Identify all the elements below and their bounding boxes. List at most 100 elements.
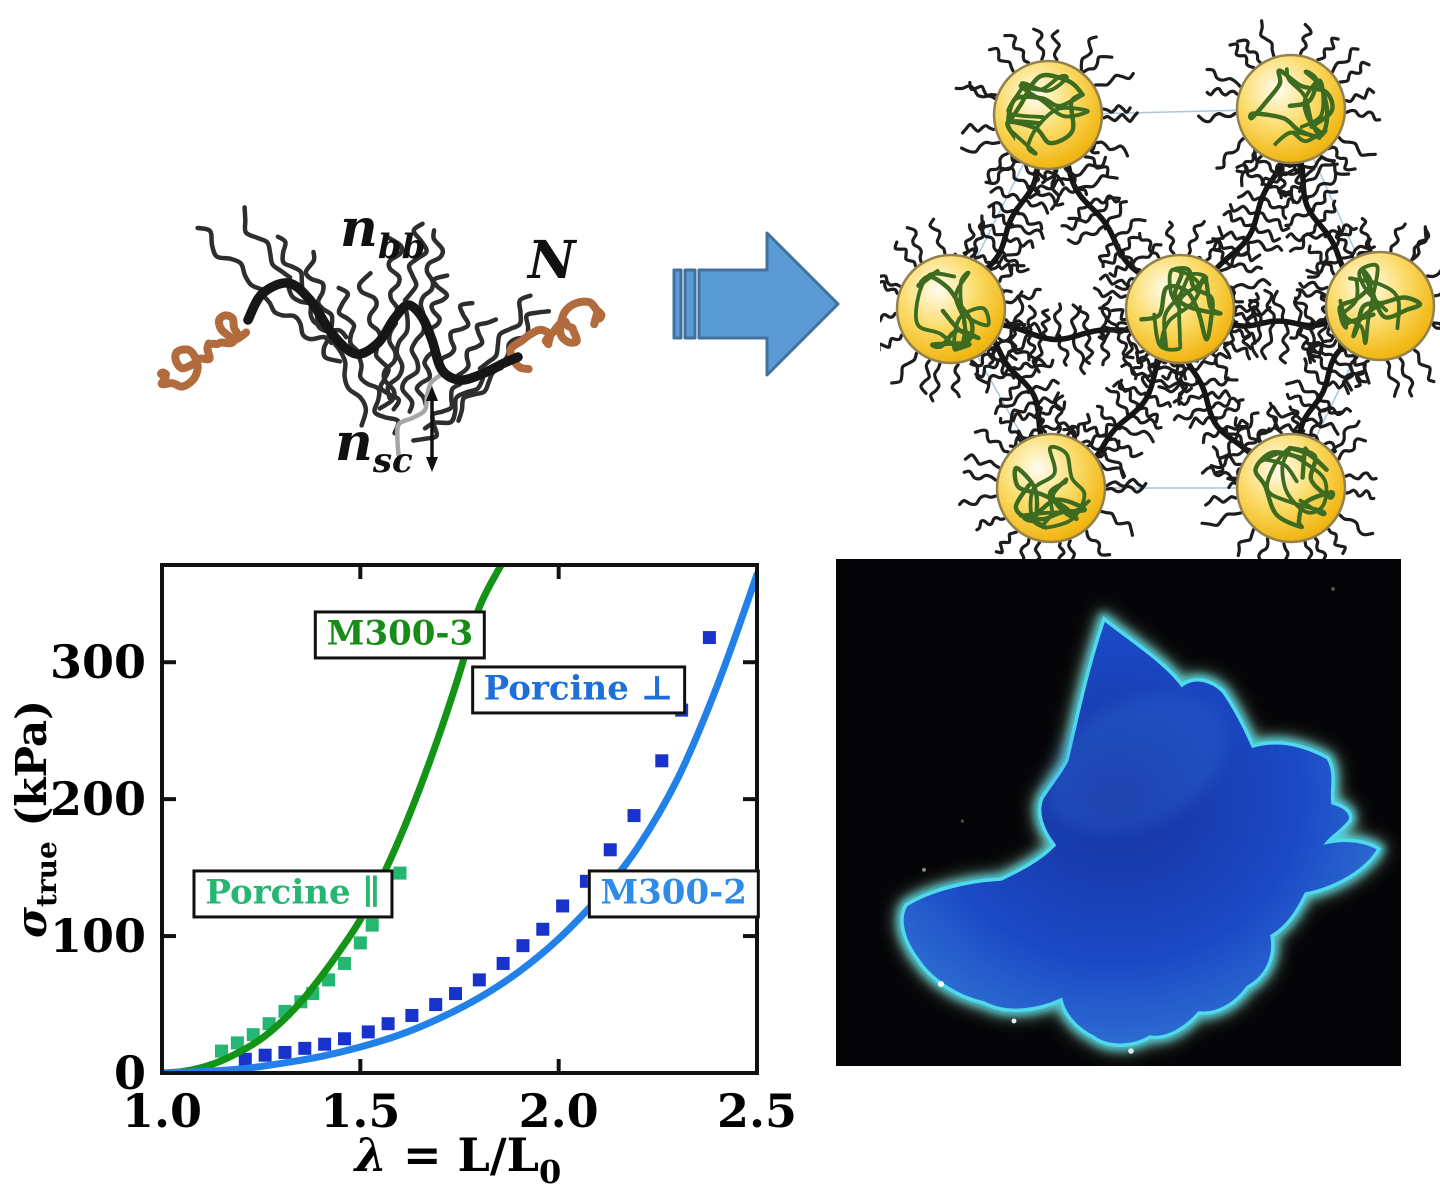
- sphere-halo-hair: [1344, 87, 1376, 104]
- sphere-halo-hair: [1277, 162, 1288, 198]
- sphere-halo-hair: [1219, 241, 1250, 273]
- micelle-core: [1124, 253, 1236, 365]
- data-point: [516, 939, 530, 953]
- sphere-halo-hair: [1200, 465, 1238, 480]
- legend-M300-3: M300-3: [313, 610, 487, 660]
- strand-hair: [1157, 381, 1199, 394]
- sphere-halo-hair: [1410, 225, 1428, 262]
- micelle-core: [995, 432, 1107, 544]
- sphere-halo-hair: [994, 530, 1018, 555]
- sphere-halo-hair: [928, 217, 947, 255]
- side-chain: [377, 320, 399, 411]
- sparkle: [922, 867, 926, 872]
- photo-svg: [836, 559, 1401, 1066]
- data-point: [298, 1041, 312, 1055]
- micelle-sphere: [895, 253, 1007, 365]
- sphere-halo-hair: [1050, 169, 1061, 211]
- sphere-halo-hair: [1341, 355, 1359, 396]
- strand-hair: [1217, 225, 1246, 241]
- sphere-halo-hair: [960, 140, 1001, 154]
- side-chain: [261, 293, 334, 346]
- strand-hair: [1112, 217, 1147, 242]
- data-point: [429, 998, 443, 1012]
- sphere-halo-hair: [1293, 163, 1306, 193]
- strand-hair: [1066, 224, 1106, 246]
- sphere-halo-hair: [968, 80, 998, 97]
- sphere-halo-hair: [1345, 488, 1376, 501]
- sphere-halo-hair: [1204, 494, 1238, 507]
- strand-hair: [995, 249, 1030, 274]
- strand-hair: [1131, 243, 1163, 266]
- sphere-halo-hair: [1433, 292, 1440, 298]
- sphere-halo-hair: [1086, 422, 1115, 448]
- sphere-halo-hair: [1338, 513, 1375, 537]
- side-chain: [414, 342, 436, 408]
- y-tick-label: 300: [50, 635, 146, 689]
- strand-hair: [1009, 401, 1035, 423]
- y-tick-label: 200: [50, 772, 146, 826]
- sphere-halo-hair: [1410, 227, 1431, 262]
- x-tick-label: 2.5: [717, 1084, 797, 1138]
- sphere-halo-hair: [970, 359, 991, 394]
- sphere-halo-hair: [989, 243, 1023, 272]
- sphere-halo-hair: [919, 359, 931, 395]
- x-tick-label: 2.0: [519, 1084, 599, 1138]
- side-chain: [402, 221, 429, 303]
- sphere-halo-hair: [1005, 287, 1042, 305]
- sphere-halo-hair: [1222, 341, 1251, 361]
- strand-hair: [1072, 334, 1086, 376]
- micelle-network-diagram: [880, 15, 1440, 565]
- side-chain: [356, 354, 401, 436]
- sphere-halo-hair: [1230, 328, 1257, 345]
- side-chain: [400, 318, 427, 414]
- strand-hair: [1052, 302, 1063, 338]
- label-N: N: [526, 230, 578, 291]
- strand-hair: [989, 186, 1025, 204]
- sphere-halo-hair: [893, 240, 917, 268]
- sphere-halo-hair: [1234, 304, 1272, 317]
- sphere-halo-hair: [1337, 437, 1367, 461]
- sphere-halo-hair: [990, 346, 1016, 380]
- strand-hair: [1285, 379, 1320, 397]
- sphere-halo-hair: [1259, 19, 1276, 58]
- sphere-halo-hair: [880, 312, 897, 323]
- nsc-arrow-head-down: [426, 457, 438, 472]
- strand-hair: [1214, 398, 1245, 420]
- sphere-halo-hair: [1326, 527, 1347, 555]
- sphere-halo-hair: [984, 158, 1017, 186]
- sphere-halo-hair: [1215, 137, 1245, 170]
- sphere-halo-hair: [1099, 321, 1128, 340]
- sparkle-bright: [1128, 1048, 1134, 1054]
- data-point: [337, 956, 351, 970]
- data-point: [405, 1008, 419, 1022]
- sphere-halo-hair: [1337, 136, 1377, 157]
- sphere-halo-hair: [1303, 540, 1316, 565]
- sphere-halo-hair: [987, 46, 1015, 73]
- side-chain: [336, 285, 359, 353]
- sphere-halo-hair: [905, 226, 923, 263]
- strand-hair: [1285, 232, 1327, 243]
- strand-hair: [1105, 386, 1130, 420]
- fit-line-M300-2: [162, 571, 757, 1073]
- strand-hair: [1279, 181, 1305, 200]
- strand-hair: [1327, 369, 1368, 384]
- strand-hair: [1305, 170, 1338, 199]
- strand-hair: [1069, 303, 1081, 338]
- strand-hair: [1305, 417, 1340, 436]
- sphere-halo-hair: [1266, 401, 1283, 435]
- data-point: [230, 1036, 244, 1050]
- strand-hair: [1026, 331, 1042, 362]
- sphere-halo-hair: [986, 152, 1010, 184]
- sphere-halo-hair: [1205, 236, 1225, 262]
- strand-hair: [1016, 212, 1044, 231]
- legend-M300-2: M300-2: [587, 869, 760, 919]
- strand-hair: [998, 376, 1022, 406]
- sphere-halo-hair: [958, 494, 998, 507]
- sphere-halo-hair: [1230, 278, 1272, 291]
- strand-hair: [1009, 224, 1045, 240]
- sphere-halo-hair: [950, 363, 961, 399]
- side-chain: [356, 270, 384, 341]
- sphere-halo-hair: [1164, 220, 1176, 255]
